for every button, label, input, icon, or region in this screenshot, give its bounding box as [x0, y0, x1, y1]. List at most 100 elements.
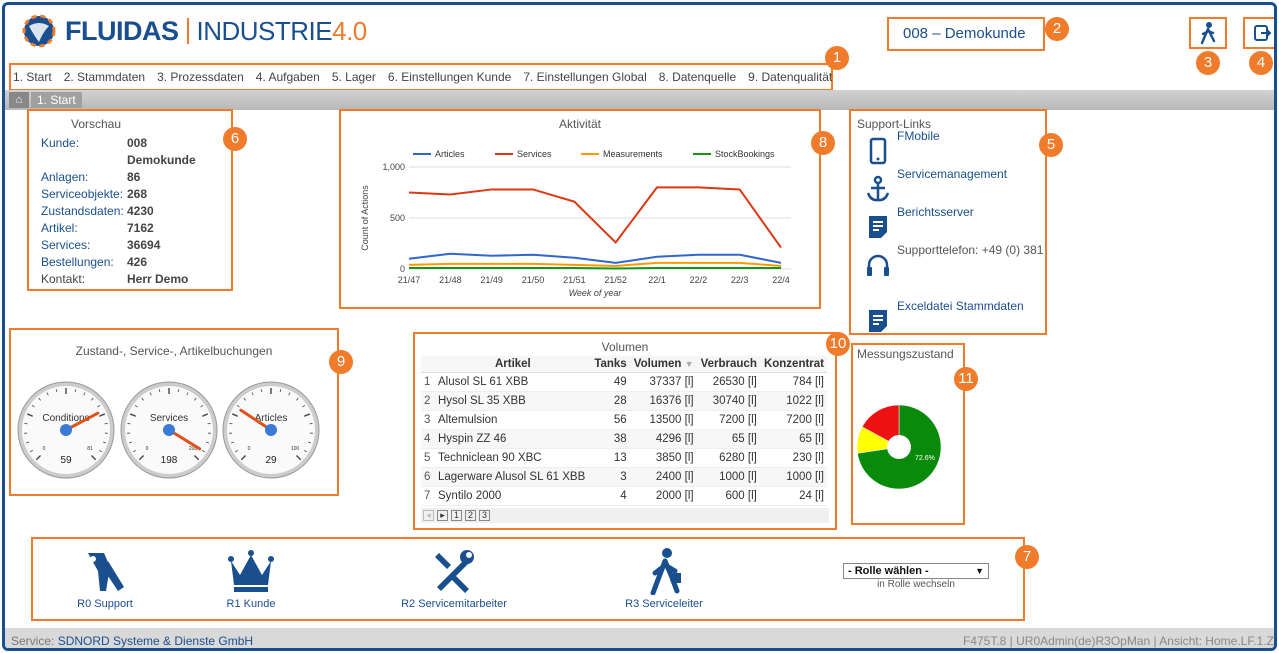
table-cell: 7	[421, 486, 435, 506]
support-link-3[interactable]: Berichtsserver	[865, 205, 974, 241]
x-tick-label: 21/50	[522, 275, 545, 285]
table-cell: 1000 [l]	[759, 467, 827, 487]
table-row[interactable]: 7 Syntilo 2000 4 2000 [l] 600 [l] 24 [l]	[421, 486, 827, 506]
gauge-label: Services	[150, 413, 188, 424]
gauge-tick	[149, 392, 152, 396]
support-link-5[interactable]: Exceldatei Stammdaten	[865, 299, 1024, 335]
activity-chart: Articles Services Measurements StockBooking…	[360, 149, 791, 298]
messung-pie-chart: 72.6%	[856, 404, 942, 490]
support-link-label[interactable]: Berichtsserver	[897, 205, 974, 219]
nav-item-datenquelle[interactable]: 8. Datenquelle	[658, 70, 737, 84]
table-cell: Lagerware Alusol SL 61 XBB	[435, 467, 591, 487]
col-volumen[interactable]: Volumen ▼	[629, 356, 697, 373]
gauge-hub	[60, 424, 72, 436]
vorschau-value: 426	[127, 255, 148, 269]
table-cell: 24 [l]	[759, 486, 827, 506]
table-cell: 6	[421, 467, 435, 487]
table-row[interactable]: 3 Altemulsion 56 13500 [l] 7200 [l] 7200 [l]	[421, 410, 827, 430]
legend-label: Services	[517, 149, 552, 159]
table-row[interactable]: 5 Techniclean 90 XBC 13 3850 [l] 6280 [l] 230…	[421, 448, 827, 468]
table-cell: 4	[421, 429, 435, 449]
table-pager: ◂ ▸ 1 2 3	[421, 508, 829, 523]
table-cell: Syntilo 2000	[435, 486, 591, 506]
table-row[interactable]: 4 Hyspin ZZ 46 38 4296 [l] 65 [l] 65 [l]	[421, 429, 827, 449]
x-tick-label: 21/49	[480, 275, 503, 285]
support-link-label[interactable]: FMobile	[897, 129, 940, 143]
nav-item-datenqualitaet[interactable]: 9. Datenqualität	[748, 70, 833, 84]
messung-title: Messungszustand	[857, 347, 954, 361]
vorschau-row: Bestellungen: 426	[41, 254, 219, 271]
page-2[interactable]: 2	[465, 510, 476, 521]
gauge-tick	[243, 397, 246, 401]
role-r1-kunde[interactable]: R1 Kunde	[201, 547, 301, 610]
vorschau-row: Kontakt: Herr Demo	[41, 271, 219, 288]
document-icon	[869, 216, 887, 238]
gauge-min: 0	[248, 446, 251, 452]
customer-selector[interactable]: 008 – Demokunde	[887, 17, 1045, 51]
gauge-min: 0	[43, 446, 46, 452]
support-link-2[interactable]: Servicemanagement	[865, 167, 1007, 203]
nav-item-start[interactable]: 1. Start	[13, 70, 52, 84]
vorschau-key: Services:	[41, 238, 91, 252]
series-line-stockbookings	[409, 266, 781, 270]
role-r0-support[interactable]: R0 Support	[55, 547, 155, 610]
gauge-tick	[83, 392, 86, 396]
nav-item-stammdaten[interactable]: 2. Stammdaten	[63, 70, 146, 84]
table-row[interactable]: 2 Hysol SL 35 XBB 28 16376 [l] 30740 [l] 1022…	[421, 391, 827, 411]
gauge-hub	[163, 424, 175, 436]
table-cell: 28	[590, 391, 630, 411]
table-row[interactable]: 6 Lagerware Alusol SL 61 XBB 3 2400 [l] 1000…	[421, 467, 827, 487]
page-1[interactable]: 1	[451, 510, 462, 521]
vorschau-key: Zustandsdaten:	[41, 204, 124, 218]
nav-item-einstellungen-global[interactable]: 7. Einstellungen Global	[523, 70, 647, 84]
home-icon[interactable]: ⌂	[9, 92, 29, 108]
role-select[interactable]: - Rolle wählen - ▼	[843, 563, 989, 579]
prev-page-icon[interactable]: ◂	[423, 510, 434, 521]
col-verbrauch[interactable]: Verbrauch	[696, 356, 760, 373]
x-tick-label: 21/51	[563, 275, 586, 285]
col-konzentrat[interactable]: Konzentrat	[759, 356, 827, 373]
x-tick-label: 22/4	[772, 275, 790, 285]
nav-item-einstellungen-kunde[interactable]: 6. Einstellungen Kunde	[387, 70, 512, 84]
table-cell: 5	[421, 448, 435, 468]
volumen-table: Artikel Tanks Volumen ▼ Verbrauch Konzen…	[421, 356, 827, 506]
breadcrumb-current[interactable]: 1. Start	[31, 92, 82, 108]
footer-service-link[interactable]: SDNORD Systeme & Dienste GmbH	[57, 634, 254, 648]
support-link-label[interactable]: Servicemanagement	[897, 167, 1008, 181]
support-link-1[interactable]: FMobile	[865, 129, 940, 165]
crown-icon	[228, 550, 274, 592]
role-r2-servicemitarbeiter[interactable]: R2 Servicemitarbeiter	[389, 547, 519, 610]
role-r3-serviceleiter[interactable]: R3 Serviceleiter	[609, 547, 719, 610]
badge-2: 2	[1045, 17, 1069, 41]
gauge-min: 0	[146, 446, 149, 452]
table-cell: 37337 [l]	[629, 372, 697, 392]
table-row[interactable]: 1 Alusol SL 61 XBB 49 37337 [l] 26530 [l] 784…	[421, 372, 827, 392]
page-3[interactable]: 3	[479, 510, 490, 521]
support-link-4[interactable]: Supporttelefon: +49 (0) 381	[865, 243, 1043, 279]
x-tick-label: 21/48	[439, 275, 462, 285]
gauge-tick	[234, 450, 238, 453]
pie-hole	[887, 435, 911, 459]
gauge-tick	[31, 404, 35, 408]
document-icon	[869, 310, 887, 332]
gauge-tick	[129, 413, 137, 417]
gauge-tick	[128, 441, 133, 444]
table-cell: 3850 [l]	[629, 448, 697, 468]
col-artikel[interactable]: Artikel	[435, 356, 591, 373]
vorschau-value: 36694	[127, 238, 161, 252]
next-page-icon[interactable]: ▸	[437, 510, 448, 521]
nav-item-lager[interactable]: 5. Lager	[331, 70, 376, 84]
table-cell: 65 [l]	[696, 429, 760, 449]
gauge-tick	[132, 450, 136, 453]
nav-item-aufgaben[interactable]: 4. Aufgaben	[255, 70, 320, 84]
nav-item-prozessdaten[interactable]: 3. Prozessdaten	[157, 70, 244, 84]
logout-button[interactable]	[1243, 17, 1274, 49]
logout-icon	[1254, 25, 1272, 41]
support-link-label[interactable]: Exceldatei Stammdaten	[897, 299, 1024, 313]
vorschau-value: 86	[127, 170, 141, 184]
pie-label: 72.6%	[915, 455, 935, 462]
col-tanks[interactable]: Tanks	[590, 356, 630, 373]
user-role-button[interactable]	[1189, 17, 1227, 49]
support-link-label[interactable]: Supporttelefon: +49 (0) 381	[897, 243, 1044, 257]
vorschau-value: 268	[127, 187, 148, 201]
